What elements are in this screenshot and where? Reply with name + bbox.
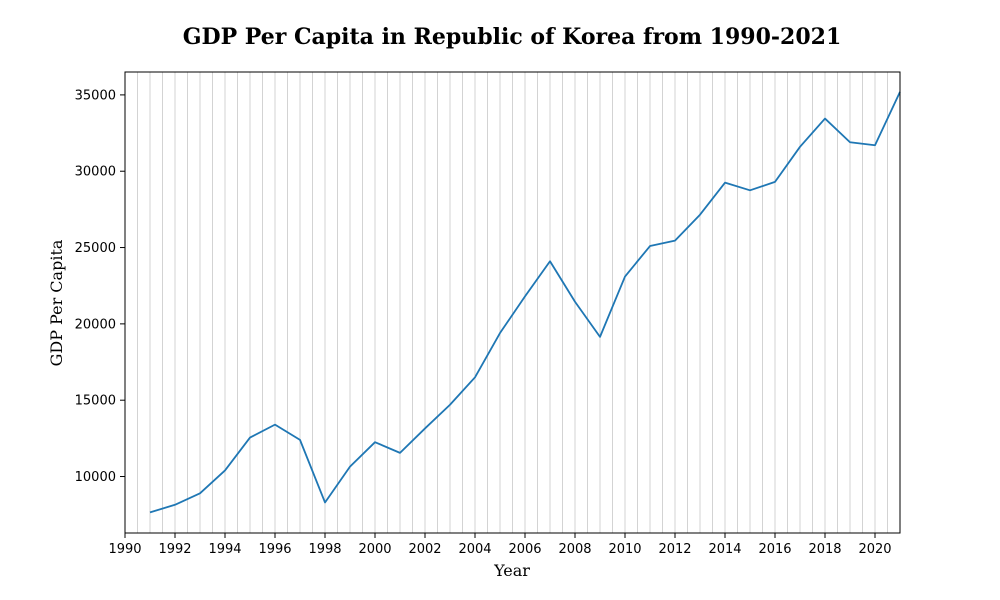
y-tick-label: 15000 xyxy=(75,394,116,409)
x-tick-label: 2014 xyxy=(708,542,741,557)
y-tick-label: 20000 xyxy=(75,317,116,332)
x-tick-label: 2018 xyxy=(808,542,841,557)
y-axis: 10000 15000 20000 25000 30000 35000 xyxy=(75,88,125,485)
y-tick-label: 35000 xyxy=(75,88,116,103)
x-tick-label: 1998 xyxy=(308,542,341,557)
y-tick-label: 25000 xyxy=(75,241,116,256)
x-tick-label: 2008 xyxy=(558,542,591,557)
x-tick-label: 2012 xyxy=(658,542,691,557)
chart-title: GDP Per Capita in Republic of Korea from… xyxy=(183,24,842,50)
x-tick-label: 1992 xyxy=(158,542,191,557)
x-tick-label: 2016 xyxy=(758,542,791,557)
plot-frame xyxy=(124,71,901,534)
x-axis: 1990 1992 1994 1996 1998 2000 2002 2004 2006 2008… xyxy=(108,533,892,557)
x-axis-label: Year xyxy=(493,561,530,580)
x-tick-label: 2004 xyxy=(458,542,491,557)
x-tick-label: 2002 xyxy=(408,542,441,557)
x-tick-label: 1994 xyxy=(208,542,241,557)
series-layer xyxy=(149,91,901,514)
x-tick-label: 2000 xyxy=(358,542,391,557)
y-axis-label: GDP Per Capita xyxy=(47,239,66,366)
y-tick-label: 30000 xyxy=(75,165,116,180)
y-tick-label: 10000 xyxy=(75,470,116,485)
grid xyxy=(124,72,901,533)
x-tick-label: 2010 xyxy=(608,542,641,557)
x-tick-label: 2020 xyxy=(858,542,891,557)
x-tick-label: 1990 xyxy=(108,542,141,557)
x-tick-label: 1996 xyxy=(258,542,291,557)
series-line xyxy=(149,91,901,514)
x-tick-label: 2006 xyxy=(508,542,541,557)
